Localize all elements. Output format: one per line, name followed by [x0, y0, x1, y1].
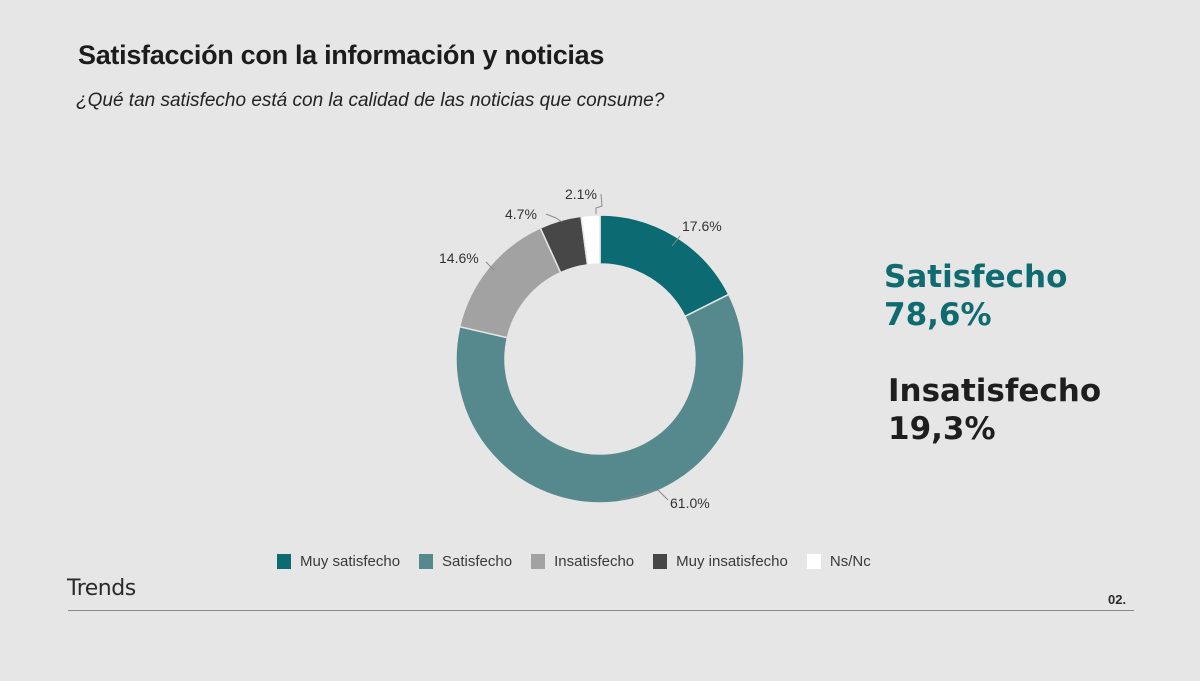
slice-value-label: 61.0% [670, 495, 710, 511]
satisfied-label: Satisfecho [884, 259, 1068, 295]
unsatisfied-value: 19,3% [888, 411, 996, 447]
legend-label: Insatisfecho [554, 553, 635, 570]
donut-slice-insatisfecho [458, 226, 562, 339]
satisfied-value: 78,6% [884, 297, 992, 333]
leader-line [485, 261, 495, 271]
donut-slice-ns-nc [580, 214, 601, 266]
page-subtitle: ¿Qué tan satisfecho está con la calidad … [76, 90, 665, 111]
legend-swatch [806, 554, 821, 569]
leader-line [671, 235, 681, 247]
leader-lines [485, 193, 681, 501]
legend-item-insatisfecho: Insatisfecho [531, 553, 634, 570]
satisfied-summary: Satisfecho 78,6% [884, 258, 1067, 334]
donut-slice-satisfecho [455, 293, 745, 504]
donut-slices [455, 214, 745, 504]
unsatisfied-label: Insatisfecho [888, 373, 1102, 409]
slice-value-label: 14.6% [439, 250, 479, 266]
legend-swatch [419, 554, 434, 569]
legend-item-satisfecho: Satisfecho [419, 553, 512, 570]
page-number: 02. [1108, 592, 1127, 607]
legend-item-muy-insatisfecho: Muy insatisfecho [653, 553, 788, 570]
leader-line [619, 489, 669, 501]
slice-value-label: 2.1% [565, 186, 597, 202]
leader-line [545, 213, 563, 223]
brand-logo: Trends [67, 576, 136, 601]
chart-legend: Muy satisfecho Satisfecho Insatisfecho M… [277, 553, 890, 570]
legend-swatch [531, 554, 546, 569]
legend-item-muy-satisfecho: Muy satisfecho [277, 553, 400, 570]
legend-label: Muy satisfecho [300, 553, 401, 570]
footer-divider [68, 610, 1134, 611]
slice-labels: 17.6% 61.0% 14.6% 4.7% 2.1% [439, 186, 722, 511]
legend-item-ns-nc: Ns/Nc [806, 553, 871, 570]
legend-swatch [653, 554, 668, 569]
legend-label: Satisfecho [442, 553, 513, 570]
leader-line [595, 193, 603, 214]
unsatisfied-summary: Insatisfecho 19,3% [888, 372, 1101, 448]
legend-label: Ns/Nc [829, 553, 871, 570]
legend-swatch [277, 554, 291, 569]
slice-value-label: 4.7% [505, 206, 537, 222]
slice-value-label: 17.6% [682, 218, 722, 234]
page-title: Satisfacción con la información y notici… [78, 40, 605, 70]
legend-label: Muy insatisfecho [676, 553, 788, 570]
